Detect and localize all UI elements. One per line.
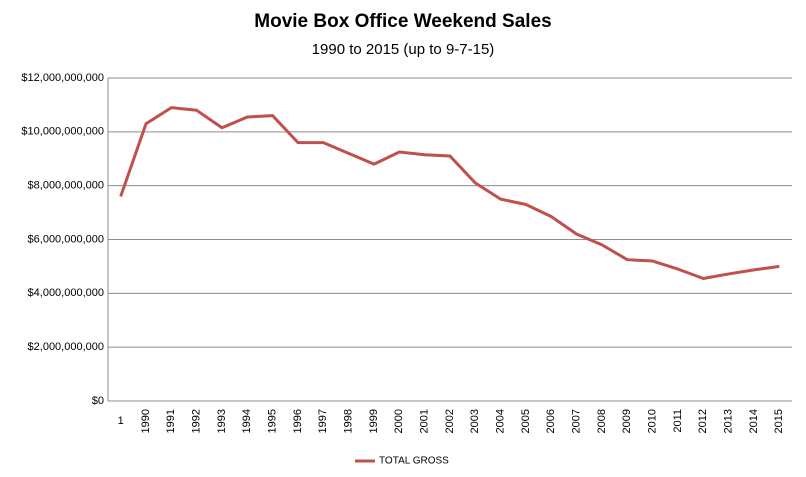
legend-label: TOTAL GROSS xyxy=(379,456,449,467)
y-tick-label: $12,000,000,000 xyxy=(21,72,104,84)
y-tick-label: $2,000,000,000 xyxy=(28,341,104,353)
x-tick-label: 1996 xyxy=(292,409,304,433)
chart-subtitle: 1990 to 2015 (up to 9-7-15) xyxy=(312,41,495,58)
x-tick-label: 1991 xyxy=(165,409,177,433)
x-tick-label: 1998 xyxy=(343,409,355,433)
x-tick-label: 1997 xyxy=(317,409,329,433)
x-tick-label: 1990 xyxy=(140,409,152,433)
x-tick-label: 2001 xyxy=(419,409,431,433)
y-tick-label: $4,000,000,000 xyxy=(28,287,104,299)
line-series xyxy=(119,106,780,281)
y-tick-label: $10,000,000,000 xyxy=(21,126,104,138)
x-tick-label: 2012 xyxy=(697,409,709,433)
x-tick-label: 2002 xyxy=(444,409,456,433)
y-tick-label: $6,000,000,000 xyxy=(28,233,104,245)
x-tick-label: 1992 xyxy=(191,409,203,433)
x-tick-label: 2008 xyxy=(596,409,608,433)
x-tick-label: 2003 xyxy=(469,409,481,433)
x-tick-label: 2009 xyxy=(621,409,633,433)
x-tick-label: 2006 xyxy=(545,409,557,433)
chart-title: Movie Box Office Weekend Sales xyxy=(254,11,551,32)
x-tick-label: 2014 xyxy=(748,409,760,433)
x-tick-label: 1 xyxy=(118,415,124,427)
x-tick-label: 1993 xyxy=(216,409,228,433)
x-tick-label: 2000 xyxy=(393,409,405,433)
x-tick-label: 1994 xyxy=(241,409,253,433)
x-tick-label: 2010 xyxy=(647,409,659,433)
x-tick-label: 2015 xyxy=(773,409,785,433)
y-tick-label: $0 xyxy=(92,395,104,407)
x-tick-label: 2013 xyxy=(723,409,735,433)
x-tick-label: 1995 xyxy=(267,409,279,433)
x-tick-label: 2011 xyxy=(672,409,684,433)
x-tick-label: 2004 xyxy=(495,409,507,433)
x-tick-label: 1999 xyxy=(368,409,380,433)
x-tick-label: 2005 xyxy=(520,409,532,433)
x-tick-label: 2007 xyxy=(571,409,583,433)
y-tick-label: $8,000,000,000 xyxy=(28,180,104,192)
